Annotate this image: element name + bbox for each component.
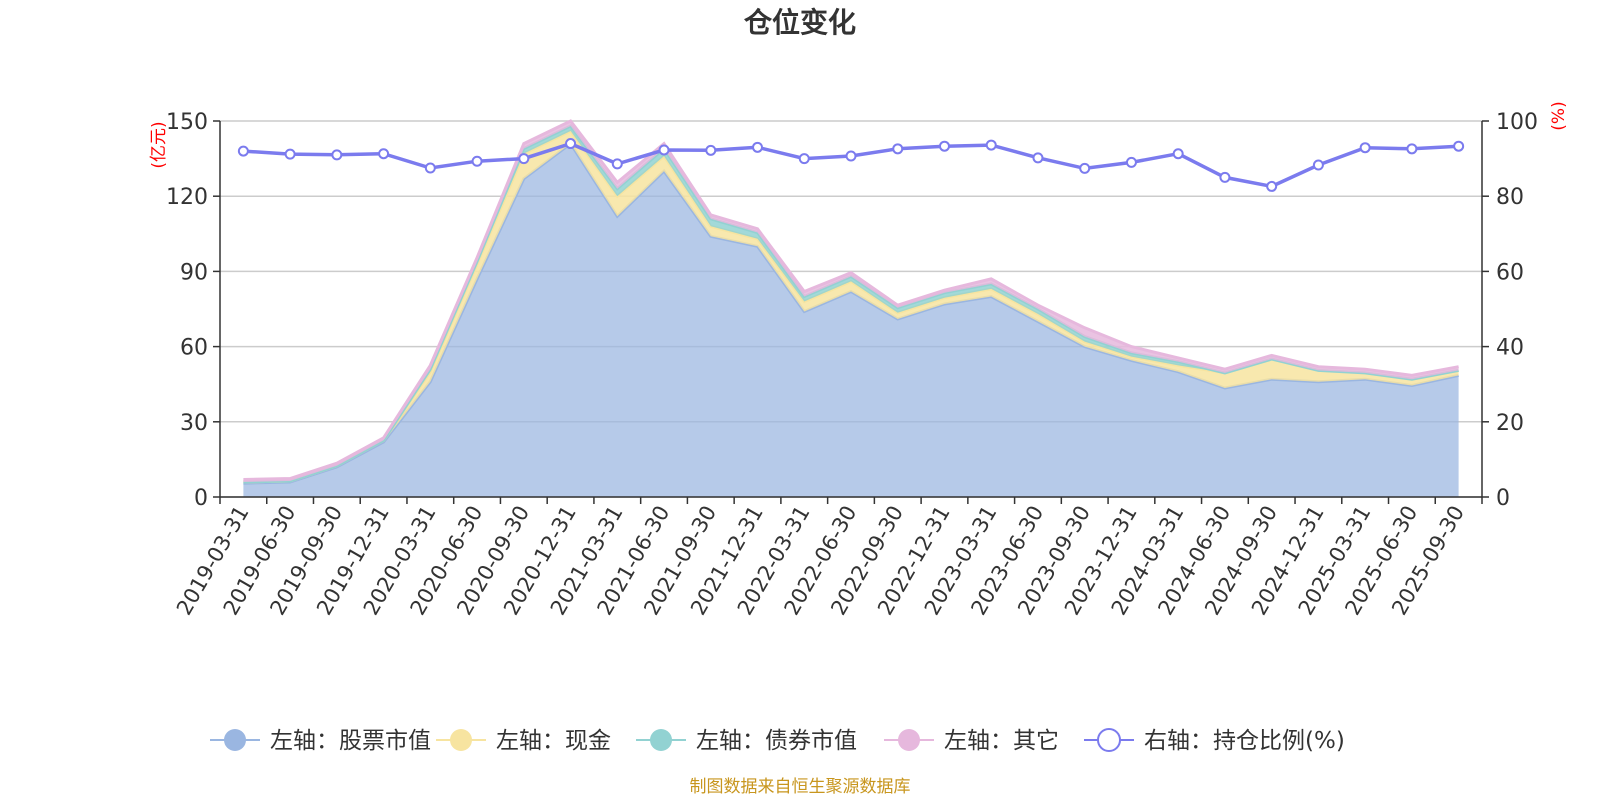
y-right-tick-label: 100 bbox=[1496, 110, 1538, 135]
legend: 左轴：股票市值 左轴：现金 左轴：债券市值 左轴：其它 右轴：持仓比例(%) bbox=[210, 728, 1345, 754]
ratio-point bbox=[1219, 171, 1231, 183]
ratio-point bbox=[1453, 140, 1465, 152]
ratio-point bbox=[237, 145, 249, 157]
ratio-point bbox=[985, 139, 997, 151]
y-left-tick-label: 60 bbox=[180, 336, 208, 361]
area-1 bbox=[243, 143, 1459, 497]
y-right-tick-label: 40 bbox=[1496, 336, 1524, 361]
ratio-point bbox=[1079, 162, 1091, 174]
ratio-point bbox=[892, 143, 904, 155]
ratio-point bbox=[1266, 180, 1278, 192]
legend-label: 左轴：债券市值 bbox=[696, 728, 857, 754]
y-right-tick-label: 0 bbox=[1496, 486, 1510, 511]
left-axis-unit: (亿元) bbox=[149, 121, 169, 168]
stacked-areas bbox=[243, 119, 1459, 497]
right-axis-unit: (%) bbox=[1549, 101, 1569, 130]
legend-label: 左轴：股票市值 bbox=[270, 728, 431, 754]
ratio-point bbox=[798, 153, 810, 165]
ratio-point bbox=[845, 150, 857, 162]
ratio-point bbox=[518, 153, 530, 165]
ratio-point bbox=[471, 155, 483, 167]
legend-marker bbox=[1097, 728, 1121, 752]
y-right-tick-label: 80 bbox=[1496, 185, 1524, 210]
legend-label: 左轴：现金 bbox=[496, 728, 611, 754]
ratio-line bbox=[237, 138, 1465, 192]
y-left-tick-label: 150 bbox=[166, 110, 208, 135]
legend-marker bbox=[224, 729, 246, 751]
ratio-point bbox=[1172, 148, 1184, 160]
ratio-point bbox=[752, 141, 764, 153]
y-left-tick-label: 30 bbox=[180, 411, 208, 436]
ratio-point bbox=[1312, 159, 1324, 171]
y-right-tick-label: 20 bbox=[1496, 411, 1524, 436]
ratio-point bbox=[284, 148, 296, 160]
ratio-point bbox=[1359, 142, 1371, 154]
ratio-point bbox=[658, 144, 670, 156]
ratio-point bbox=[378, 148, 390, 160]
legend-label: 左轴：其它 bbox=[944, 728, 1059, 754]
legend-marker bbox=[898, 729, 920, 751]
area-edge-4 bbox=[243, 119, 1459, 481]
ratio-point bbox=[1406, 143, 1418, 155]
chart-title: 仓位变化 bbox=[744, 6, 856, 39]
ratio-point bbox=[1125, 156, 1137, 168]
source-note: 制图数据来自恒生聚源数据库 bbox=[690, 777, 911, 797]
y-left-tick-label: 90 bbox=[180, 260, 208, 285]
ratio-point bbox=[331, 149, 343, 161]
ratio-point bbox=[938, 140, 950, 152]
ratio-point bbox=[611, 158, 623, 170]
ratio-point bbox=[1032, 152, 1044, 164]
ratio-point bbox=[705, 144, 717, 156]
ratio-point bbox=[424, 162, 436, 174]
legend-label: 右轴：持仓比例(%) bbox=[1144, 728, 1345, 754]
y-right-tick-label: 60 bbox=[1496, 260, 1524, 285]
legend-marker bbox=[450, 729, 472, 751]
y-left-tick-label: 0 bbox=[194, 486, 208, 511]
y-left-tick-label: 120 bbox=[166, 185, 208, 210]
ratio-point bbox=[565, 138, 577, 150]
legend-marker bbox=[650, 729, 672, 751]
ratio-line-path bbox=[243, 141, 1459, 189]
